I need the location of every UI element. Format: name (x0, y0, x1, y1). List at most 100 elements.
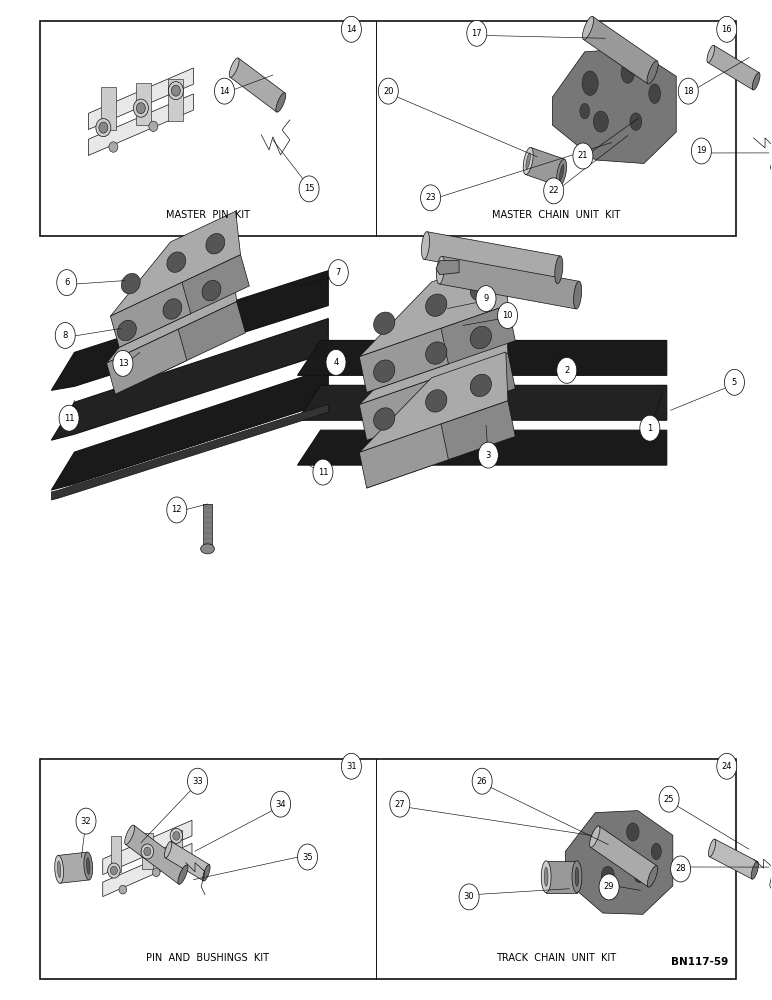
Polygon shape (359, 376, 449, 440)
Ellipse shape (627, 823, 639, 841)
Text: 31: 31 (346, 762, 357, 771)
Ellipse shape (621, 62, 635, 83)
Ellipse shape (555, 256, 563, 284)
Polygon shape (171, 830, 181, 866)
Polygon shape (708, 45, 759, 90)
Ellipse shape (544, 867, 548, 886)
Polygon shape (709, 839, 757, 879)
Text: BN117-59: BN117-59 (671, 957, 728, 967)
Text: 20: 20 (383, 87, 394, 96)
Polygon shape (115, 302, 245, 394)
Circle shape (472, 768, 493, 794)
Circle shape (215, 78, 235, 104)
Ellipse shape (134, 99, 148, 117)
Ellipse shape (84, 852, 93, 880)
Circle shape (599, 874, 619, 900)
Polygon shape (297, 430, 667, 465)
Ellipse shape (96, 119, 111, 137)
Ellipse shape (57, 861, 61, 878)
Text: 25: 25 (664, 795, 674, 804)
Text: 19: 19 (696, 146, 706, 155)
Circle shape (543, 178, 564, 204)
Polygon shape (107, 258, 237, 363)
Ellipse shape (203, 865, 210, 881)
Text: 22: 22 (548, 186, 559, 195)
Ellipse shape (422, 232, 429, 259)
Ellipse shape (201, 544, 215, 554)
Polygon shape (359, 328, 449, 392)
Circle shape (476, 286, 496, 312)
Ellipse shape (470, 326, 492, 349)
Text: 23: 23 (425, 193, 436, 202)
Text: 29: 29 (604, 882, 615, 891)
Ellipse shape (109, 142, 118, 152)
Text: 32: 32 (81, 817, 91, 826)
Bar (203, 504, 212, 546)
Polygon shape (439, 256, 579, 309)
Polygon shape (367, 305, 515, 392)
Text: 3: 3 (486, 451, 491, 460)
Circle shape (297, 844, 317, 870)
Ellipse shape (580, 103, 590, 119)
Polygon shape (88, 68, 193, 130)
Text: 30: 30 (464, 892, 474, 901)
Text: 6: 6 (64, 278, 69, 287)
Ellipse shape (526, 153, 530, 169)
Circle shape (188, 768, 208, 794)
Polygon shape (88, 94, 193, 155)
Ellipse shape (594, 111, 608, 132)
Text: 5: 5 (732, 378, 737, 387)
Circle shape (326, 349, 346, 375)
Ellipse shape (170, 828, 183, 843)
Ellipse shape (125, 825, 134, 844)
Text: 15: 15 (304, 184, 314, 193)
Ellipse shape (110, 866, 117, 875)
Circle shape (479, 442, 498, 468)
Ellipse shape (137, 103, 145, 114)
Ellipse shape (709, 839, 716, 857)
Ellipse shape (167, 252, 186, 272)
Text: 16: 16 (722, 25, 732, 34)
Circle shape (557, 357, 577, 383)
Ellipse shape (144, 847, 151, 856)
Circle shape (167, 497, 187, 523)
Ellipse shape (168, 82, 184, 100)
Circle shape (716, 753, 736, 779)
Text: 35: 35 (302, 853, 313, 862)
Ellipse shape (575, 867, 579, 886)
Circle shape (459, 884, 479, 910)
Ellipse shape (425, 342, 447, 364)
Text: 21: 21 (577, 151, 588, 160)
Polygon shape (297, 385, 667, 420)
Text: 11: 11 (317, 468, 328, 477)
Circle shape (716, 16, 736, 42)
Polygon shape (110, 282, 191, 347)
Text: 8: 8 (63, 331, 68, 340)
Circle shape (421, 185, 441, 211)
Ellipse shape (557, 159, 567, 186)
Text: 10: 10 (503, 311, 513, 320)
Ellipse shape (229, 58, 239, 77)
Ellipse shape (523, 147, 533, 175)
Circle shape (57, 270, 76, 296)
Polygon shape (230, 58, 285, 112)
Text: 12: 12 (171, 505, 182, 514)
Ellipse shape (99, 122, 108, 133)
Text: 33: 33 (192, 777, 203, 786)
Ellipse shape (591, 830, 604, 851)
Text: 24: 24 (722, 762, 732, 771)
Ellipse shape (425, 294, 447, 316)
Ellipse shape (582, 71, 598, 95)
Ellipse shape (590, 826, 600, 847)
Text: 1: 1 (647, 424, 652, 433)
Circle shape (76, 808, 96, 834)
Polygon shape (565, 811, 673, 914)
Polygon shape (359, 424, 449, 488)
Ellipse shape (153, 868, 160, 877)
Circle shape (328, 260, 348, 286)
Text: 14: 14 (219, 87, 230, 96)
Ellipse shape (276, 93, 286, 112)
Ellipse shape (470, 279, 492, 301)
Ellipse shape (601, 866, 615, 885)
Polygon shape (52, 319, 328, 440)
